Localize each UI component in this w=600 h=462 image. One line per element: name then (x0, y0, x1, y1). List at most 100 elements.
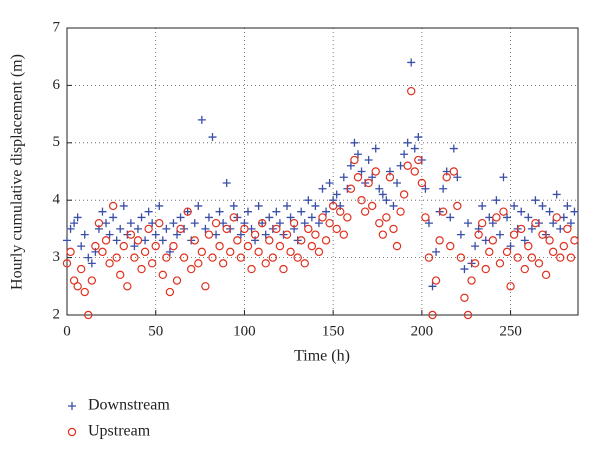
point (98, 247, 107, 257)
point (357, 195, 366, 205)
point (204, 213, 213, 222)
x-tick-label: 250 (499, 323, 522, 339)
point (112, 253, 121, 262)
point (438, 207, 448, 216)
point (541, 270, 551, 280)
point (102, 219, 111, 228)
point (506, 282, 515, 291)
point (307, 241, 317, 251)
point (446, 241, 455, 251)
point (201, 224, 210, 233)
point (98, 207, 107, 216)
point (250, 230, 260, 239)
point (130, 253, 139, 262)
point (151, 241, 160, 251)
point (318, 184, 327, 193)
point (243, 241, 253, 251)
point (123, 282, 132, 291)
point (343, 213, 352, 222)
x-tick-label: 100 (233, 323, 256, 339)
point (414, 133, 423, 142)
point (155, 218, 164, 228)
point (155, 201, 164, 210)
point (116, 224, 125, 233)
point (453, 201, 462, 211)
point (265, 213, 274, 222)
point (460, 293, 469, 302)
point (350, 138, 359, 147)
point (336, 207, 345, 216)
x-tick-label: 200 (411, 323, 434, 339)
point (108, 201, 118, 211)
point (215, 241, 224, 251)
legend-marker (67, 427, 77, 437)
point (470, 259, 480, 268)
point (311, 201, 320, 210)
point (133, 224, 142, 233)
point (297, 236, 306, 245)
point (506, 242, 515, 251)
point (229, 213, 238, 222)
point (197, 115, 206, 124)
point (556, 253, 565, 262)
point (389, 224, 398, 234)
point (261, 259, 270, 268)
point (190, 236, 199, 245)
legend-label: Downstream (88, 397, 170, 414)
point (463, 310, 473, 320)
point (566, 219, 575, 228)
point (212, 230, 221, 239)
point (524, 241, 533, 251)
point (410, 167, 419, 176)
point (488, 219, 497, 228)
point (382, 196, 391, 205)
x-tick-label: 0 (63, 323, 71, 339)
point (197, 247, 207, 257)
point (133, 236, 143, 245)
point (201, 282, 210, 291)
point (375, 218, 384, 228)
point (400, 150, 409, 159)
point (236, 253, 246, 262)
point (495, 259, 505, 268)
point (126, 219, 135, 228)
point (346, 184, 356, 193)
point (257, 218, 267, 228)
point (172, 276, 182, 285)
point (524, 213, 533, 222)
point (300, 219, 309, 228)
point (204, 230, 214, 239)
x-tick-label: 50 (148, 323, 163, 339)
point (101, 236, 111, 245)
point (272, 207, 281, 216)
point (357, 167, 366, 176)
point (449, 144, 458, 153)
point (208, 133, 217, 142)
point (403, 138, 412, 147)
point (137, 264, 146, 274)
point (456, 230, 465, 239)
point (112, 236, 121, 245)
point (502, 247, 512, 257)
point (492, 196, 501, 205)
point (371, 144, 380, 153)
point (538, 230, 547, 239)
point (570, 207, 579, 216)
point (414, 155, 423, 165)
point (80, 230, 89, 239)
point (382, 213, 391, 222)
point (350, 155, 359, 165)
point (513, 253, 522, 262)
legend-label: Upstream (88, 423, 151, 440)
point (94, 218, 104, 228)
point (169, 219, 178, 228)
point (130, 242, 139, 251)
point (169, 241, 178, 251)
legend-marker (68, 402, 76, 410)
point (428, 310, 437, 320)
point (265, 236, 274, 245)
point (428, 282, 437, 291)
point (222, 224, 231, 234)
point (140, 247, 150, 257)
